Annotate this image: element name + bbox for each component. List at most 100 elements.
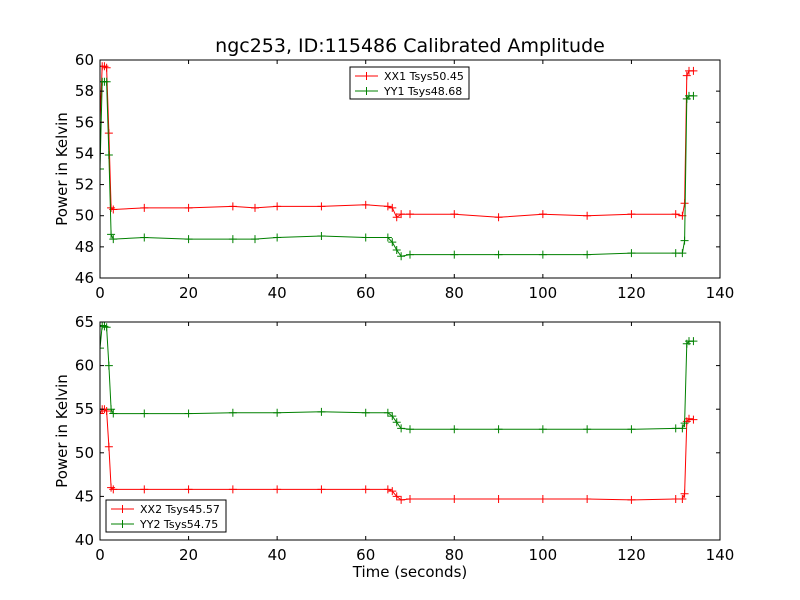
data-point — [450, 250, 459, 259]
data-point — [678, 495, 687, 504]
legend-entry: XX1 Tsys50.45 — [384, 70, 464, 83]
data-point — [273, 408, 282, 417]
data-point — [140, 485, 149, 494]
data-point — [538, 250, 547, 259]
data-point — [383, 233, 392, 242]
series-group — [100, 62, 698, 261]
data-point — [104, 361, 113, 370]
data-point — [273, 485, 282, 494]
chart-title: ngc253, ID:115486 Calibrated Amplitude — [215, 35, 605, 57]
data-point — [104, 442, 113, 451]
data-point — [251, 235, 259, 244]
data-point — [494, 495, 503, 504]
legend-entry: XX2 Tsys45.57 — [140, 503, 220, 516]
data-point — [184, 485, 193, 494]
y-tick-label: 45 — [75, 487, 94, 505]
data-point — [538, 495, 547, 504]
bottom-plot-panel: 0 20 40 60 80 100 120 140 40 45 50 55 60 65 Power in K… — [53, 313, 734, 581]
data-point — [273, 233, 282, 242]
data-point — [678, 424, 687, 433]
x-tick-label: 120 — [617, 546, 646, 564]
y-tick-label: 60 — [75, 51, 94, 69]
data-point — [273, 202, 282, 211]
data-point — [392, 213, 401, 222]
data-point — [102, 77, 111, 86]
data-point — [228, 408, 237, 417]
data-point — [392, 245, 401, 254]
data-point — [678, 249, 687, 258]
data-point — [317, 231, 326, 240]
x-tick-label: 0 — [95, 284, 105, 302]
data-point — [228, 235, 237, 244]
axes-frame — [99, 59, 721, 279]
data-point — [317, 202, 326, 211]
data-point — [317, 407, 326, 416]
data-point — [361, 485, 370, 494]
legend-box — [105, 499, 227, 533]
data-point — [388, 412, 397, 421]
data-point — [100, 344, 104, 353]
x-tick-label: 80 — [445, 284, 464, 302]
data-point — [383, 485, 392, 494]
data-point — [397, 424, 406, 433]
data-point — [392, 418, 401, 427]
data-point — [383, 408, 392, 417]
data-point — [406, 250, 414, 259]
data-point — [388, 238, 397, 247]
data-point — [450, 210, 459, 219]
y-tick-label: 60 — [75, 357, 94, 375]
data-point — [102, 406, 111, 415]
data-point — [671, 210, 680, 219]
data-point — [361, 200, 370, 209]
y-tick-label: 50 — [75, 207, 94, 225]
data-point — [689, 337, 698, 346]
x-tick-label: 0 — [95, 546, 105, 564]
data-point — [104, 129, 113, 138]
data-point — [397, 252, 406, 261]
y-tick-label: 65 — [75, 313, 94, 331]
top-plot-panel: 0 20 40 60 80 100 120 140 46 48 50 52 54 56 58 60 ngc253… — [53, 35, 734, 302]
x-tick-label: 20 — [179, 284, 198, 302]
x-tick-label: 100 — [529, 546, 558, 564]
y-tick-label: 48 — [75, 238, 94, 256]
data-point — [383, 202, 392, 211]
data-point — [406, 210, 414, 219]
data-point — [680, 199, 689, 208]
data-point — [627, 210, 636, 219]
data-point — [228, 202, 237, 211]
x-tick-label: 100 — [529, 284, 558, 302]
data-point — [140, 409, 149, 418]
x-tick-label: 40 — [268, 546, 287, 564]
legend-marker — [362, 87, 371, 95]
data-point — [689, 415, 698, 424]
data-point — [104, 150, 113, 159]
data-point — [107, 230, 116, 239]
x-tick-label: 20 — [179, 546, 198, 564]
data-point — [680, 236, 689, 245]
y-tick-label: 56 — [75, 113, 94, 131]
data-point — [682, 71, 691, 80]
data-point — [450, 425, 459, 434]
data-point — [102, 63, 111, 72]
legend-marker — [362, 72, 371, 80]
y-axis-label: Power in Kelvin — [53, 112, 71, 226]
legend-entry: YY1 Tsys48.68 — [383, 85, 462, 98]
x-axis-label: Time (seconds) — [352, 563, 468, 581]
data-point — [494, 213, 503, 222]
data-point — [680, 489, 689, 498]
data-point — [538, 425, 547, 434]
data-point — [583, 495, 592, 504]
x-tick-label: 140 — [706, 546, 735, 564]
data-point — [388, 487, 397, 496]
data-point — [184, 409, 193, 418]
y-tick-label: 46 — [75, 269, 94, 287]
data-point — [406, 425, 414, 434]
data-point — [680, 419, 689, 428]
legend-marker — [118, 505, 127, 513]
legend-marker — [118, 520, 127, 528]
x-tick-label: 120 — [617, 284, 646, 302]
data-point — [317, 485, 326, 494]
series-group — [100, 322, 698, 504]
x-tick-label: 60 — [356, 546, 375, 564]
data-point — [450, 495, 459, 504]
